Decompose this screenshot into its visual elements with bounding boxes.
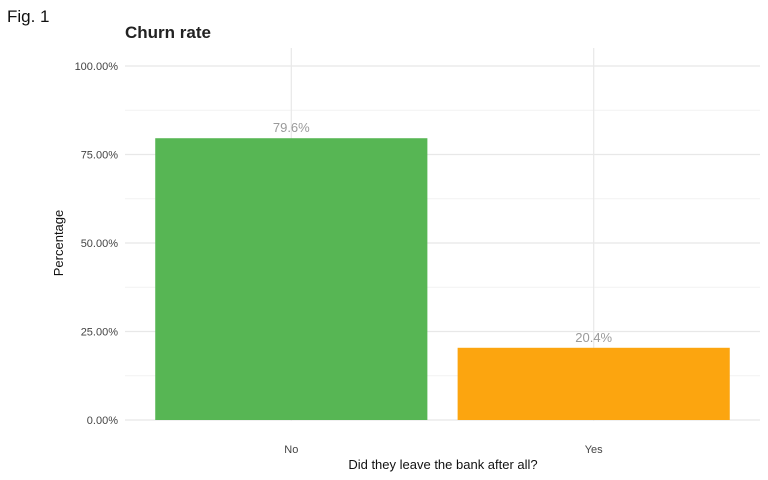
y-tick-label: 0.00% <box>87 415 118 427</box>
bar-yes <box>457 347 730 420</box>
data-labels: 79.6% 20.4% <box>273 120 613 345</box>
y-tick-label: 75.00% <box>81 150 119 162</box>
x-axis-title: Did they leave the bank after all? <box>348 457 537 472</box>
y-tick-label: 50.00% <box>81 238 119 250</box>
figure-label: Fig. 1 <box>7 7 50 26</box>
x-tick-labels: No Yes <box>284 444 603 456</box>
data-label-yes: 20.4% <box>575 330 612 345</box>
y-tick-label: 25.00% <box>81 327 119 339</box>
y-tick-labels: 0.00% 25.00% 50.00% 75.00% 100.00% <box>75 61 119 427</box>
y-axis-title: Percentage <box>51 210 66 277</box>
bar-no <box>155 138 428 420</box>
data-label-no: 79.6% <box>273 120 310 135</box>
x-tick-label-no: No <box>284 444 298 456</box>
x-tick-label-yes: Yes <box>585 444 603 456</box>
y-tick-label: 100.00% <box>75 61 119 73</box>
bars <box>155 138 730 420</box>
chart-title: Churn rate <box>125 23 211 42</box>
